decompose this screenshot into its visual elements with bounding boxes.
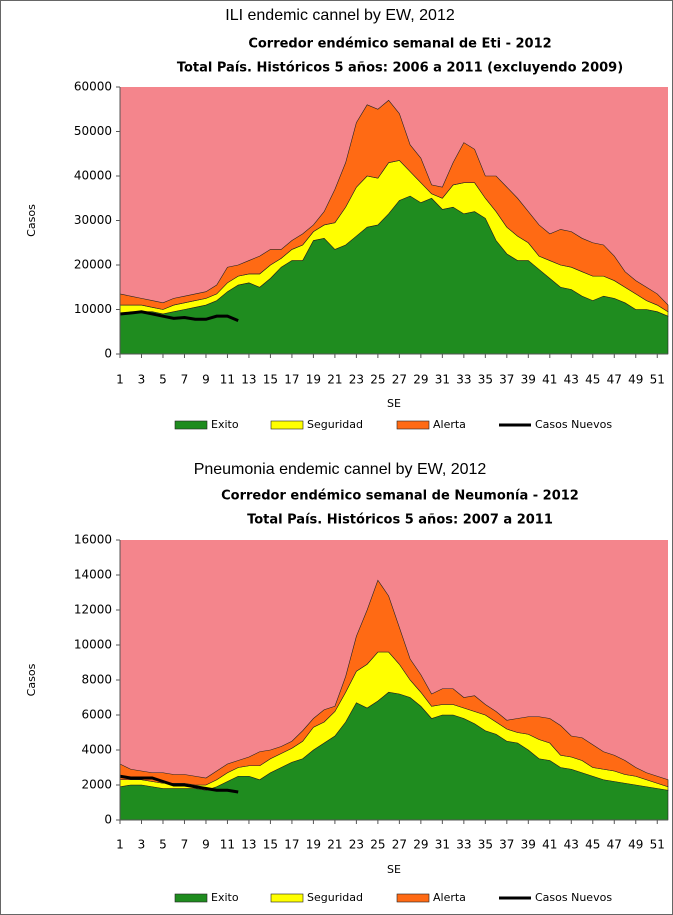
legend-label: Alerta <box>433 418 466 431</box>
x-tick-label: 15 <box>263 373 278 387</box>
x-tick-label: 29 <box>413 838 428 852</box>
y-tick-label: 0 <box>104 347 112 361</box>
line-series <box>119 774 239 794</box>
x-tick-label: 13 <box>241 373 256 387</box>
x-tick-label: 3 <box>138 373 146 387</box>
x-tick-label: 31 <box>435 838 450 852</box>
y-tick-label: 40000 <box>74 169 112 183</box>
x-tick-label: 1 <box>116 838 124 852</box>
x-tick-label: 11 <box>220 373 235 387</box>
legend-swatch <box>270 420 304 430</box>
y-tick-label: 14000 <box>74 568 112 582</box>
x-tick-label: 23 <box>349 373 364 387</box>
x-tick-label: 35 <box>478 838 493 852</box>
y-tick-label: 20000 <box>74 258 112 272</box>
legend-label: Exito <box>211 891 239 904</box>
x-axis-label: SE <box>387 397 401 410</box>
x-tick-label: 3 <box>138 838 146 852</box>
y-tick-label: 10000 <box>74 302 112 316</box>
x-tick-label: 9 <box>202 838 210 852</box>
x-tick-label: 45 <box>585 373 600 387</box>
x-tick-label: 19 <box>306 373 321 387</box>
y-tick-label: 6000 <box>81 708 112 722</box>
x-tick-label: 11 <box>220 838 235 852</box>
area-series <box>119 579 669 788</box>
y-tick-label: 0 <box>104 813 112 827</box>
x-tick-label: 35 <box>478 373 493 387</box>
chart-subtitle: Total País. Históricos 5 años: 2007 a 20… <box>247 513 553 528</box>
x-tick-label: 19 <box>306 838 321 852</box>
x-tick-label: 49 <box>628 373 643 387</box>
x-tick-label: 23 <box>349 838 364 852</box>
line-series <box>119 310 239 323</box>
x-tick-label: 37 <box>499 373 514 387</box>
legend-label: Seguridad <box>307 891 363 904</box>
x-tick-label: 7 <box>181 373 189 387</box>
y-tick-label: 50000 <box>74 124 112 138</box>
y-tick-label: 8000 <box>81 673 112 687</box>
y-tick-label: 16000 <box>74 533 112 547</box>
y-tick-label: 10000 <box>74 638 112 652</box>
x-tick-label: 5 <box>159 838 167 852</box>
legend-swatch <box>396 420 430 430</box>
y-tick-label: 30000 <box>74 213 112 227</box>
y-tick-label: 60000 <box>74 80 112 94</box>
x-tick-label: 33 <box>456 838 471 852</box>
area-series <box>119 99 669 313</box>
x-tick-label: 41 <box>542 838 557 852</box>
x-tick-label: 9 <box>202 373 210 387</box>
x-tick-label: 27 <box>392 838 407 852</box>
x-tick-label: 7 <box>181 838 189 852</box>
x-tick-label: 49 <box>628 838 643 852</box>
legend-swatch <box>270 893 304 903</box>
y-axis-label: Casos <box>25 204 38 237</box>
legend-swatch <box>174 893 208 903</box>
x-tick-label: 31 <box>435 373 450 387</box>
x-tick-label: 51 <box>650 373 665 387</box>
chart-title: Corredor endémico semanal de Neumonía - … <box>221 489 579 504</box>
caption: Pneumonia endemic cannel by EW, 2012 <box>194 461 487 478</box>
x-tick-label: 47 <box>607 838 622 852</box>
x-tick-label: 39 <box>521 838 536 852</box>
chart-title: Corredor endémico semanal de Eti - 2012 <box>248 37 551 52</box>
y-tick-label: 12000 <box>74 603 112 617</box>
legend-swatch <box>396 893 430 903</box>
x-tick-label: 39 <box>521 373 536 387</box>
x-tick-label: 13 <box>241 838 256 852</box>
x-tick-label: 1 <box>116 373 124 387</box>
chart-subtitle: Total País. Históricos 5 años: 2006 a 20… <box>177 61 623 76</box>
x-tick-label: 37 <box>499 838 514 852</box>
x-tick-label: 17 <box>284 838 299 852</box>
legend-label: Casos Nuevos <box>535 891 612 904</box>
x-tick-label: 29 <box>413 373 428 387</box>
x-tick-label: 27 <box>392 373 407 387</box>
x-tick-label: 33 <box>456 373 471 387</box>
x-tick-label: 43 <box>564 373 579 387</box>
legend-label: Alerta <box>433 891 466 904</box>
legend-label: Exito <box>211 418 239 431</box>
x-tick-label: 21 <box>327 838 342 852</box>
y-axis-label: Casos <box>25 663 38 696</box>
legend-swatch <box>174 420 208 430</box>
x-tick-label: 47 <box>607 373 622 387</box>
caption: ILI endemic cannel by EW, 2012 <box>225 7 455 24</box>
y-tick-label: 4000 <box>81 743 112 757</box>
x-tick-label: 25 <box>370 373 385 387</box>
x-tick-label: 5 <box>159 373 167 387</box>
x-tick-label: 21 <box>327 373 342 387</box>
y-tick-label: 2000 <box>81 778 112 792</box>
x-tick-label: 17 <box>284 373 299 387</box>
x-tick-label: 51 <box>650 838 665 852</box>
x-tick-label: 41 <box>542 373 557 387</box>
x-tick-label: 43 <box>564 838 579 852</box>
legend-label: Seguridad <box>307 418 363 431</box>
x-tick-label: 15 <box>263 838 278 852</box>
legend-label: Casos Nuevos <box>535 418 612 431</box>
x-tick-label: 45 <box>585 838 600 852</box>
x-tick-label: 25 <box>370 838 385 852</box>
x-axis-label: SE <box>387 863 401 876</box>
